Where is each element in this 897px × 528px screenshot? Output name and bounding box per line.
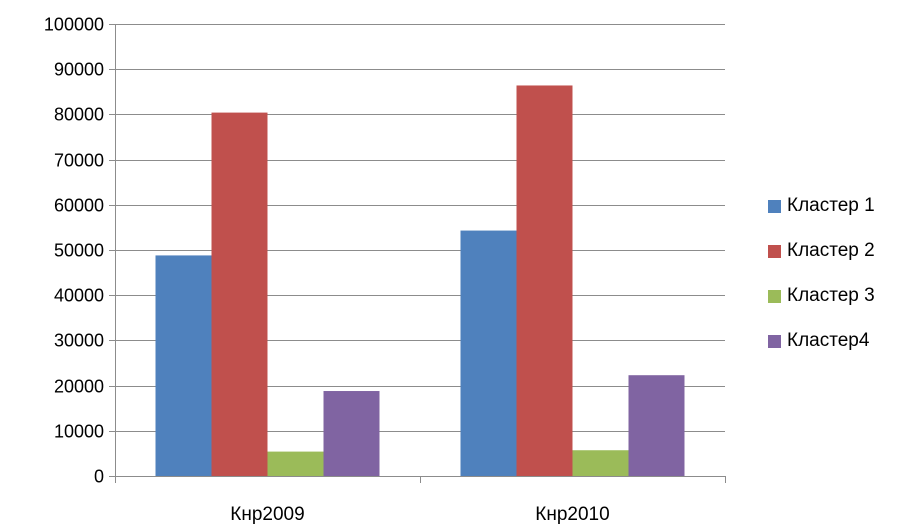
bar-4-1 <box>323 391 380 476</box>
bar-1-1 <box>155 255 212 476</box>
legend-swatch-cluster-3 <box>768 289 781 303</box>
bar-2-1 <box>211 112 268 476</box>
legend-label-cluster-2: Кластер 2 <box>787 240 875 261</box>
x-tick-label: Кнр2009 <box>230 504 304 525</box>
y-tick-label: 40000 <box>54 286 104 306</box>
y-tick-label: 80000 <box>54 105 104 125</box>
y-tick-label: 90000 <box>54 60 104 80</box>
legend-item-cluster-4: Кластер4 <box>768 330 869 352</box>
legend-label-cluster-1: Кластер 1 <box>787 195 875 216</box>
y-tick-label: 10000 <box>54 422 104 442</box>
legend-item-cluster-2: Кластер 2 <box>768 240 875 262</box>
bars <box>155 85 685 477</box>
x-tick-label: Кнр2010 <box>535 504 609 525</box>
y-tick-label: 60000 <box>54 196 104 216</box>
legend-swatch-cluster-1 <box>768 199 781 213</box>
y-tick-label: 100000 <box>44 15 104 35</box>
y-tick-label: 20000 <box>54 377 104 397</box>
axes <box>109 24 726 483</box>
legend-item-cluster-1: Кластер 1 <box>768 195 875 217</box>
legend-label-cluster-4: Кластер4 <box>787 330 870 351</box>
y-tick-label: 50000 <box>54 241 104 261</box>
legend-swatch-cluster-2 <box>768 244 781 258</box>
bar-4-2 <box>628 375 685 476</box>
y-tick-label: 0 <box>94 467 104 487</box>
y-tick-label: 70000 <box>54 151 104 171</box>
legend-item-cluster-3: Кластер 3 <box>768 285 875 307</box>
bar-2-2 <box>516 85 573 477</box>
y-tick-label: 30000 <box>54 331 104 351</box>
legend-swatch-cluster-4 <box>768 334 781 348</box>
bar-3-2 <box>572 450 629 476</box>
y-axis-tick-labels: 0 10000 20000 30000 40000 50000 60000 70000 8000… <box>44 15 104 487</box>
bar-3-1 <box>267 451 324 476</box>
bar-1-2 <box>460 230 517 476</box>
legend-label-cluster-3: Кластер 3 <box>787 285 875 306</box>
x-axis-tick-labels: Кнр2009 Кнр2010 <box>230 504 609 525</box>
